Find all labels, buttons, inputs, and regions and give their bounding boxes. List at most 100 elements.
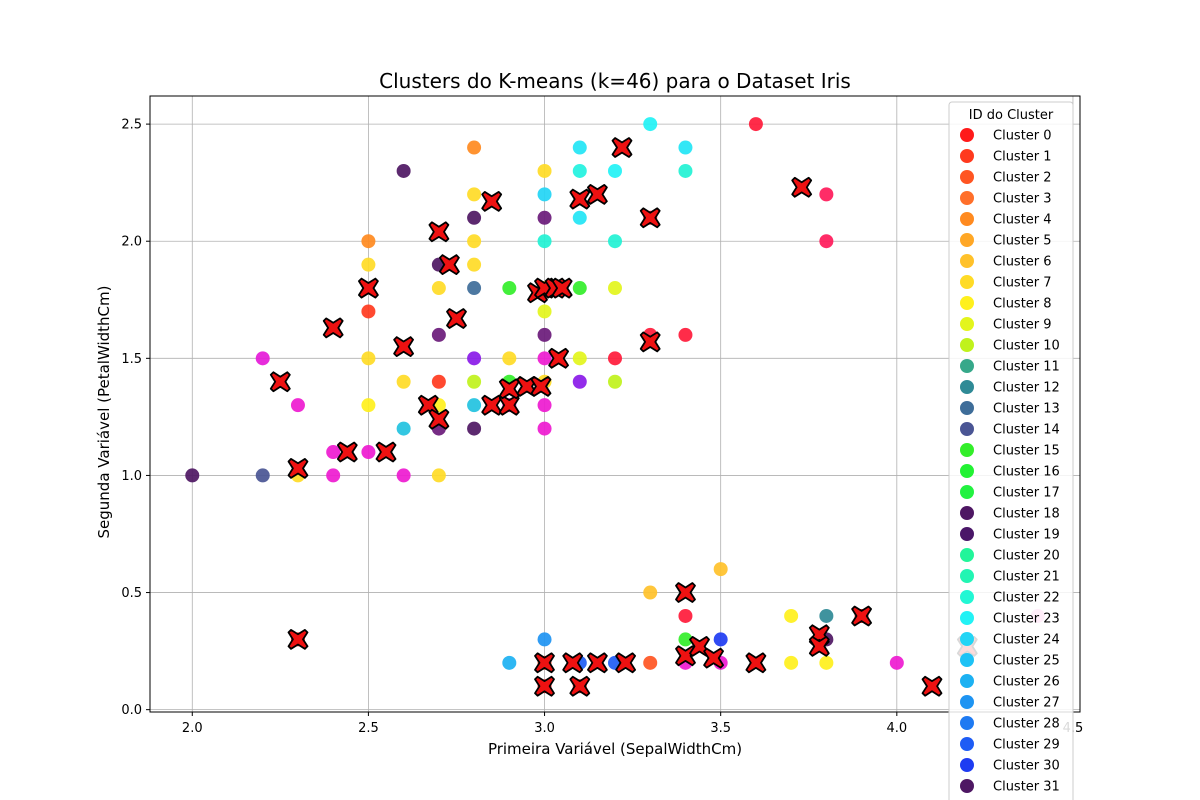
legend-label: Cluster 27 xyxy=(993,696,1060,711)
data-point xyxy=(678,608,693,623)
legend-marker xyxy=(960,212,974,226)
y-tick-label: 2.0 xyxy=(121,235,142,250)
centroid-marker xyxy=(569,188,591,210)
x-tick-label: 3.5 xyxy=(710,721,731,736)
data-point xyxy=(608,281,622,296)
data-point xyxy=(361,445,376,460)
data-point xyxy=(784,655,799,670)
legend-marker xyxy=(960,317,974,331)
data-point xyxy=(678,327,693,342)
legend-marker xyxy=(960,737,974,751)
y-tick-label: 0.5 xyxy=(121,586,142,601)
data-point xyxy=(678,163,693,178)
centroid-marker xyxy=(808,636,830,657)
data-point xyxy=(467,374,482,389)
x-tick-label: 2.0 xyxy=(182,721,203,736)
legend-label: Cluster 0 xyxy=(993,129,1052,144)
data-point xyxy=(467,351,482,366)
legend-label: Cluster 8 xyxy=(993,297,1052,312)
data-point xyxy=(537,234,552,249)
y-tick-label: 0.0 xyxy=(121,703,142,718)
legend-marker xyxy=(960,338,974,352)
y-tick-label: 2.5 xyxy=(121,118,142,133)
centroid-marker xyxy=(534,675,555,697)
legend-marker xyxy=(960,779,974,793)
centroid-marker xyxy=(611,137,633,158)
legend-marker xyxy=(960,506,974,520)
data-point xyxy=(361,257,376,272)
x-tick-label: 4.0 xyxy=(886,721,907,736)
legend-marker xyxy=(960,443,974,457)
x-tick-label: 2.5 xyxy=(358,721,379,736)
centroid-marker xyxy=(428,408,450,430)
centroid-marker xyxy=(336,441,358,463)
legend-label: Cluster 15 xyxy=(993,444,1060,459)
legend-label: Cluster 13 xyxy=(993,402,1060,417)
centroid-marker xyxy=(675,645,696,667)
data-point xyxy=(326,445,341,460)
x-axis-label: Primeira Variável (SepalWidthCm) xyxy=(488,740,742,758)
legend-marker xyxy=(960,527,974,541)
data-point xyxy=(467,210,482,225)
data-point xyxy=(290,398,305,413)
centroid-marker xyxy=(703,647,724,669)
centroid-marker xyxy=(287,629,309,650)
legend-label: Cluster 28 xyxy=(993,717,1060,732)
legend-label: Cluster 31 xyxy=(993,780,1060,795)
data-point xyxy=(537,187,552,202)
legend-marker xyxy=(960,464,974,478)
centroid-marker xyxy=(562,652,584,674)
legend-marker xyxy=(960,758,974,772)
centroid-marker xyxy=(615,652,636,674)
legend-label: Cluster 25 xyxy=(993,654,1060,669)
plot-frame xyxy=(149,95,1081,713)
data-point xyxy=(784,608,799,623)
centroid-marker xyxy=(551,277,573,299)
centroid-marker xyxy=(745,652,767,674)
legend-marker xyxy=(960,128,974,142)
legend-box xyxy=(948,101,1074,800)
data-point xyxy=(537,421,552,436)
centroid-marker xyxy=(921,675,943,697)
data-point xyxy=(185,468,200,483)
data-point xyxy=(396,468,411,483)
centroid-marker xyxy=(439,254,460,275)
data-point xyxy=(713,632,728,647)
legend-label: Cluster 12 xyxy=(993,381,1060,396)
legend-marker xyxy=(960,611,974,625)
data-point xyxy=(572,281,587,296)
data-points xyxy=(185,117,1045,694)
data-point xyxy=(572,140,587,155)
centroid-marker xyxy=(446,308,467,329)
centroid-marker xyxy=(481,191,503,212)
data-point xyxy=(572,351,587,366)
centroid-marker xyxy=(534,652,555,674)
centroid-marker xyxy=(322,317,344,339)
data-point xyxy=(431,281,446,296)
data-point xyxy=(502,655,517,670)
legend-label: Cluster 17 xyxy=(993,486,1060,501)
legend-label: Cluster 6 xyxy=(993,255,1052,270)
legend-label: Cluster 18 xyxy=(993,507,1060,522)
chart-title: Clusters do K-means (k=46) para o Datase… xyxy=(379,69,851,93)
data-point xyxy=(608,374,622,389)
data-point xyxy=(467,398,482,413)
data-point xyxy=(572,374,587,389)
data-point xyxy=(678,632,693,647)
data-point xyxy=(537,304,552,319)
legend-marker xyxy=(960,296,974,310)
legend-label: Cluster 4 xyxy=(993,213,1052,228)
centroid-marker xyxy=(481,394,503,416)
legend-marker xyxy=(960,359,974,373)
centroid-marker xyxy=(791,176,813,198)
data-point xyxy=(572,210,587,225)
data-point xyxy=(537,163,552,178)
legend-marker xyxy=(960,380,974,394)
legend-label: Cluster 16 xyxy=(993,465,1060,480)
data-point xyxy=(643,655,658,670)
data-point xyxy=(537,632,552,647)
legend-title: ID do Cluster xyxy=(969,108,1054,123)
data-point xyxy=(537,327,552,342)
legend-marker xyxy=(960,716,974,730)
legend-marker xyxy=(960,233,974,247)
